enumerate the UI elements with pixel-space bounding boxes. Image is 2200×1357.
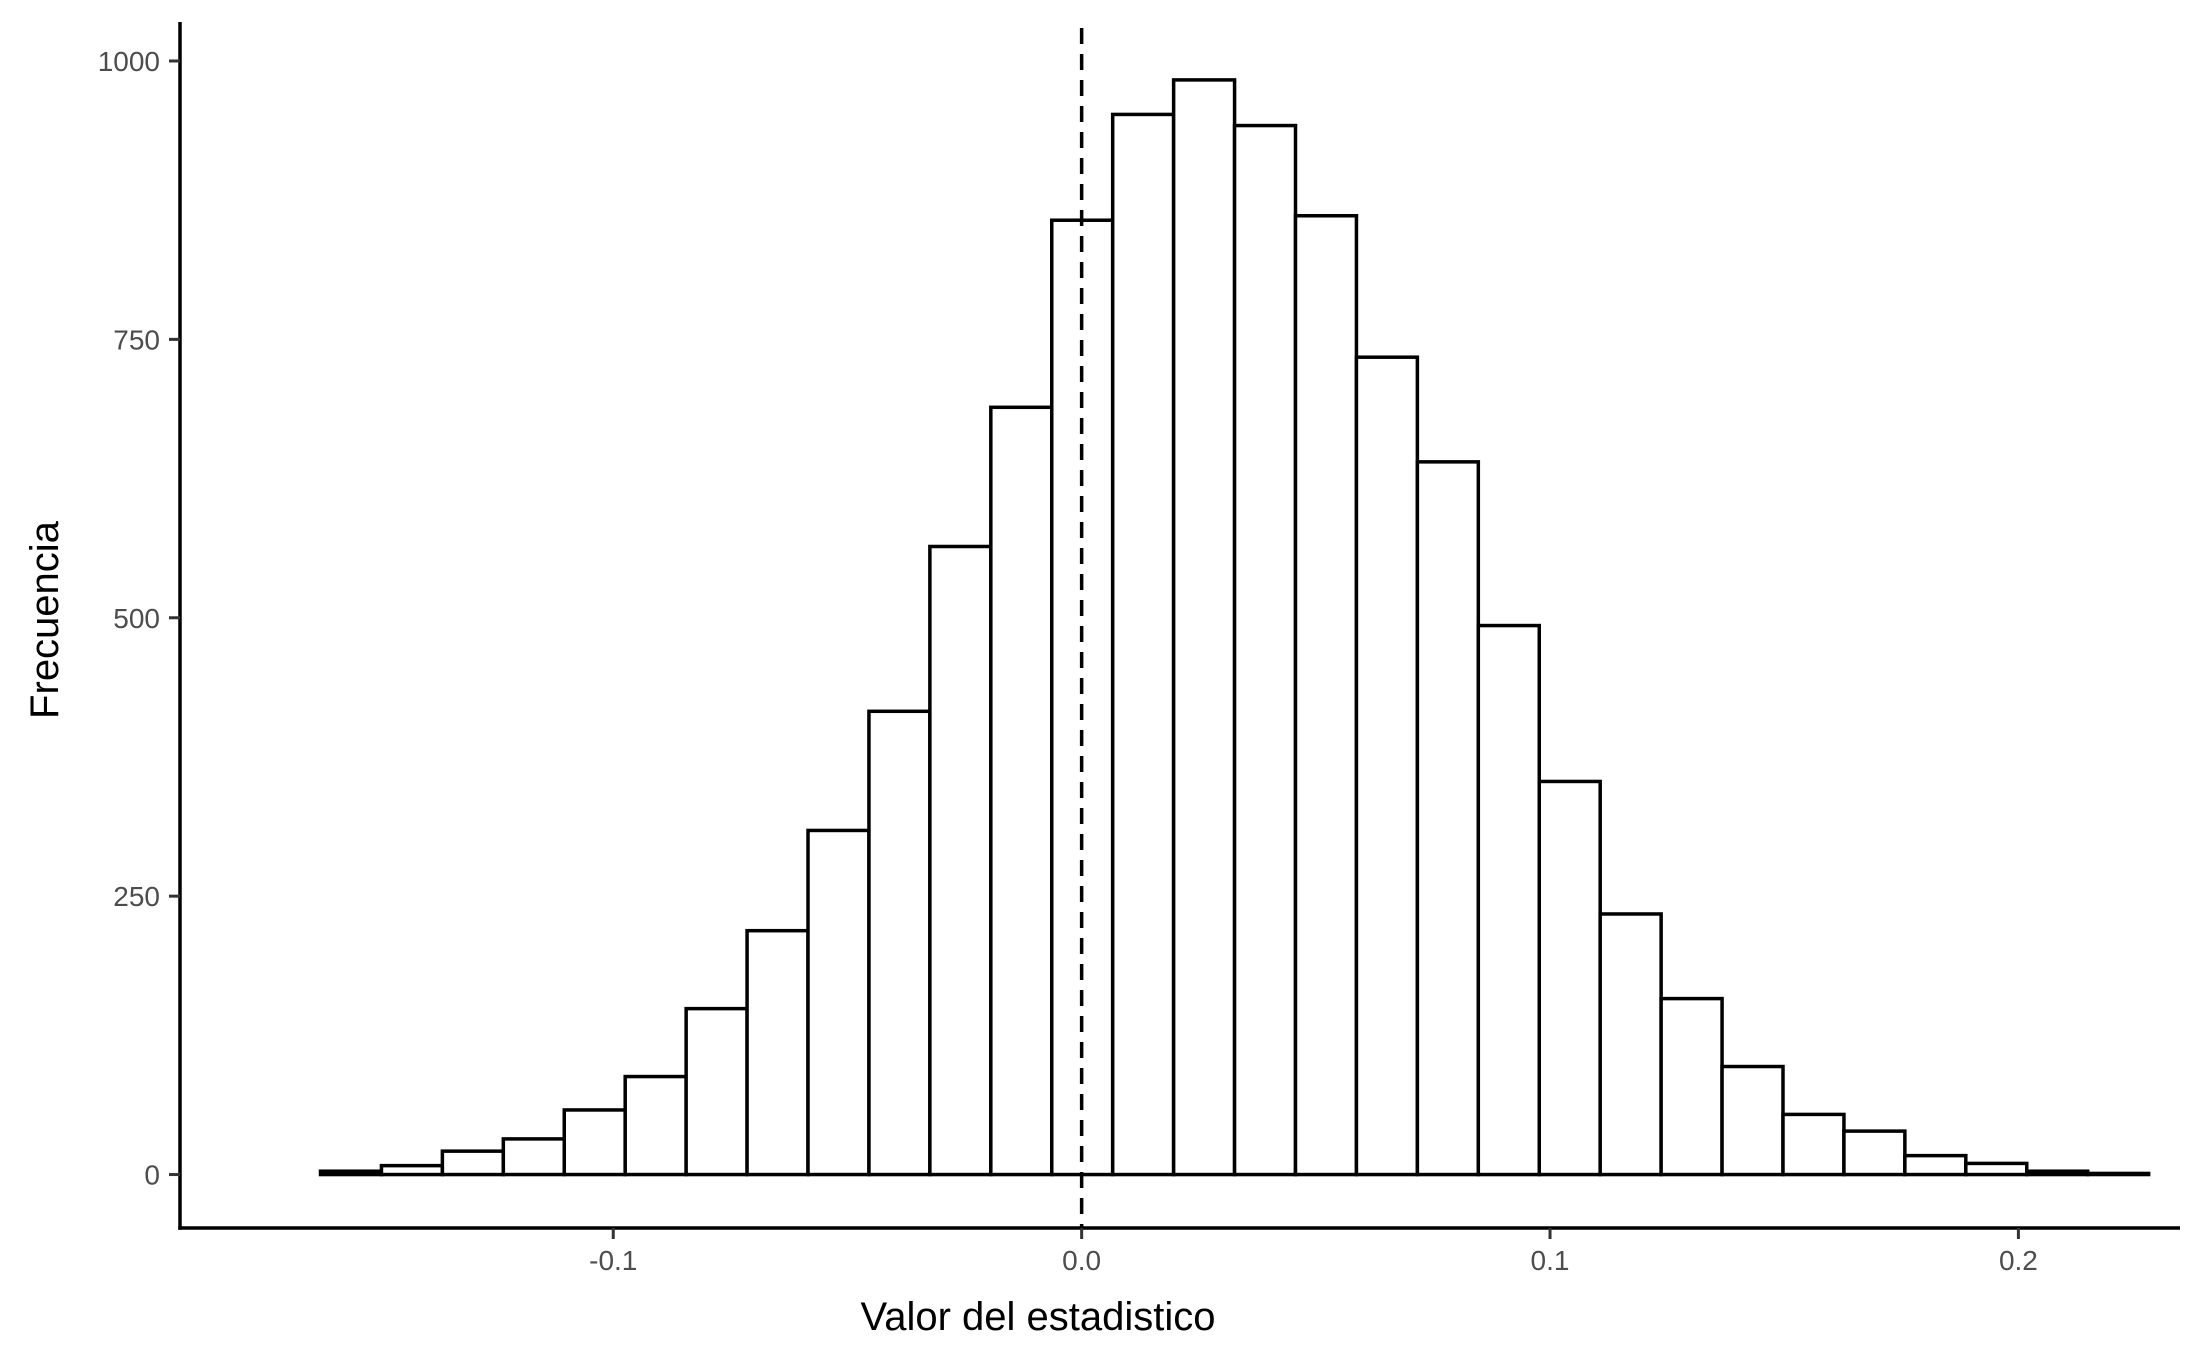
histogram-bar [1476,623,1542,1177]
x-tick-label: -0.1 [589,1245,637,1276]
histogram-bar [623,1074,688,1177]
histogram-bar [1781,1112,1846,1177]
bars-group [318,78,2151,1177]
x-axis: -0.1 0.0 0.1 0.2 [178,1226,2180,1276]
histogram-bar [501,1137,567,1177]
histogram-bar [1354,355,1420,1177]
histogram-bar [1964,1161,2029,1177]
histogram-bar [1659,996,1724,1177]
histogram-bar [1415,460,1481,1177]
histogram-bar [1720,1064,1785,1177]
histogram-bar [1903,1153,1968,1177]
x-tick-label: 0.0 [1062,1245,1101,1276]
y-tick-label: 750 [113,324,160,355]
y-tick-label: 500 [113,603,160,634]
histogram-bar [318,1169,384,1177]
histogram-bar [1598,912,1663,1177]
x-tick-label: 0.2 [1999,1245,2038,1276]
x-tick-label: 0.1 [1531,1245,1570,1276]
histogram-bar [1232,123,1298,1177]
y-axis-title: Frecuencia [23,520,67,719]
histogram-bar [440,1149,506,1177]
histogram-bar [1842,1129,1907,1177]
histogram-bar [928,544,993,1177]
histogram-bar [745,928,810,1177]
histogram-bar [2024,1169,2090,1177]
histogram-bar [806,828,871,1177]
histogram-bar [1110,112,1176,1177]
y-axis: 0 250 500 750 1000 [98,22,182,1230]
histogram-bar [989,405,1054,1177]
y-tick-label: 250 [113,881,160,912]
histogram-bar [684,1006,749,1177]
histogram-bar [1537,779,1602,1177]
histogram-bar [2085,1171,2151,1177]
y-tick-label: 0 [144,1160,160,1191]
histogram-bar [379,1163,445,1177]
y-tick-label: 1000 [98,46,160,77]
histogram-bar [562,1108,627,1177]
histogram-bar [1293,214,1359,1177]
histogram-bar [1171,78,1237,1177]
histogram-bar [867,709,932,1177]
x-axis-title: Valor del estadistico [861,1295,1216,1339]
